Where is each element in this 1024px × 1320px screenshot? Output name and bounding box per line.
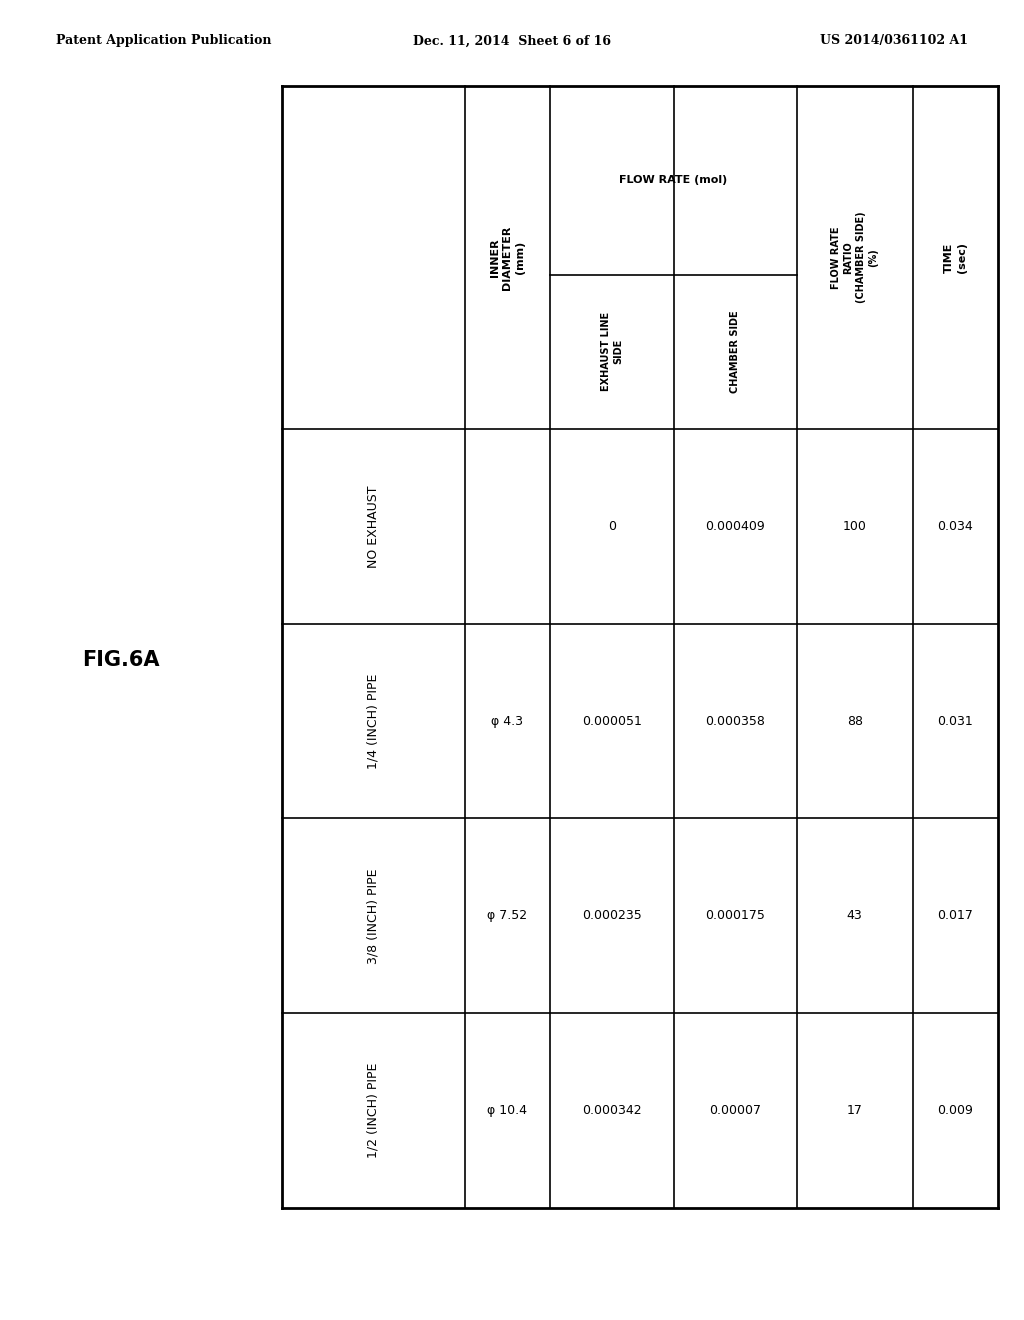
Text: 17: 17: [847, 1104, 862, 1117]
Text: 1/4 (INCH) PIPE: 1/4 (INCH) PIPE: [367, 673, 380, 768]
Text: 0.009: 0.009: [938, 1104, 974, 1117]
Text: US 2014/0361102 A1: US 2014/0361102 A1: [819, 34, 968, 48]
Text: 0: 0: [608, 520, 616, 533]
Text: 88: 88: [847, 714, 862, 727]
Text: 0.034: 0.034: [938, 520, 974, 533]
Text: 0.000051: 0.000051: [582, 714, 642, 727]
Text: NO EXHAUST: NO EXHAUST: [367, 486, 380, 568]
Text: FLOW RATE
RATIO
(CHAMBER SIDE)
(%): FLOW RATE RATIO (CHAMBER SIDE) (%): [831, 211, 879, 304]
Text: 0.000409: 0.000409: [706, 520, 765, 533]
Text: 0.031: 0.031: [938, 714, 974, 727]
Text: EXHAUST LINE
SIDE: EXHAUST LINE SIDE: [601, 313, 624, 391]
Text: Patent Application Publication: Patent Application Publication: [56, 34, 271, 48]
Text: 0.000175: 0.000175: [706, 909, 765, 923]
Text: 0.000342: 0.000342: [583, 1104, 642, 1117]
Text: INNER
DIAMETER
(mm): INNER DIAMETER (mm): [490, 226, 525, 289]
Text: TIME
(sec): TIME (sec): [944, 242, 967, 273]
Text: φ 4.3: φ 4.3: [492, 714, 523, 727]
Text: 100: 100: [843, 520, 866, 533]
Text: 0.000235: 0.000235: [582, 909, 642, 923]
Text: 43: 43: [847, 909, 862, 923]
Text: 0.00007: 0.00007: [710, 1104, 761, 1117]
Text: 0.017: 0.017: [938, 909, 974, 923]
Text: φ 10.4: φ 10.4: [487, 1104, 527, 1117]
Text: FLOW RATE (mol): FLOW RATE (mol): [620, 176, 728, 185]
Text: CHAMBER SIDE: CHAMBER SIDE: [730, 310, 740, 393]
Text: φ 7.52: φ 7.52: [487, 909, 527, 923]
Text: Dec. 11, 2014  Sheet 6 of 16: Dec. 11, 2014 Sheet 6 of 16: [413, 34, 611, 48]
Text: FIG.6A: FIG.6A: [82, 649, 160, 671]
Text: 0.000358: 0.000358: [706, 714, 765, 727]
Text: 3/8 (INCH) PIPE: 3/8 (INCH) PIPE: [367, 869, 380, 964]
Text: 1/2 (INCH) PIPE: 1/2 (INCH) PIPE: [367, 1063, 380, 1158]
